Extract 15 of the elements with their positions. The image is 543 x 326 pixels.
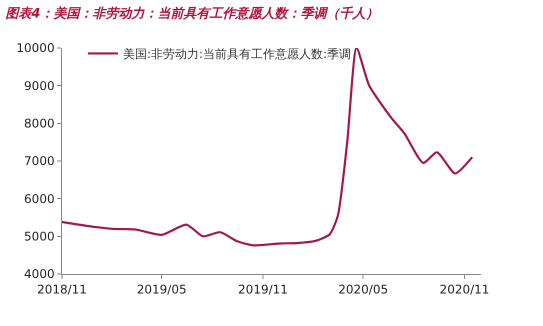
- x-tick-label: 2019/11: [238, 282, 288, 296]
- x-tick-label: 2020/05: [338, 282, 388, 296]
- y-tick-label: 9000: [24, 78, 55, 93]
- y-tick-label: 8000: [24, 116, 55, 131]
- x-tick-label: 2020/11: [440, 282, 490, 296]
- y-tick-label: 7000: [24, 154, 55, 168]
- x-tick-label: 2019/05: [136, 282, 187, 296]
- chart-title: 图表4：美国：非劳动力：当前具有工作意愿人数：季调（千人）: [5, 5, 378, 22]
- x-tick-label: 2018/11: [37, 282, 87, 296]
- line-series: [62, 48, 474, 246]
- y-tick-label: 5000: [24, 230, 55, 244]
- y-tick-label: 6000: [24, 192, 55, 206]
- y-tick-label: 4000: [24, 267, 55, 282]
- legend-label: 美国:非劳动力:当前具有工作意愿人数:季调: [122, 47, 352, 62]
- y-tick-label: 10000: [16, 41, 55, 56]
